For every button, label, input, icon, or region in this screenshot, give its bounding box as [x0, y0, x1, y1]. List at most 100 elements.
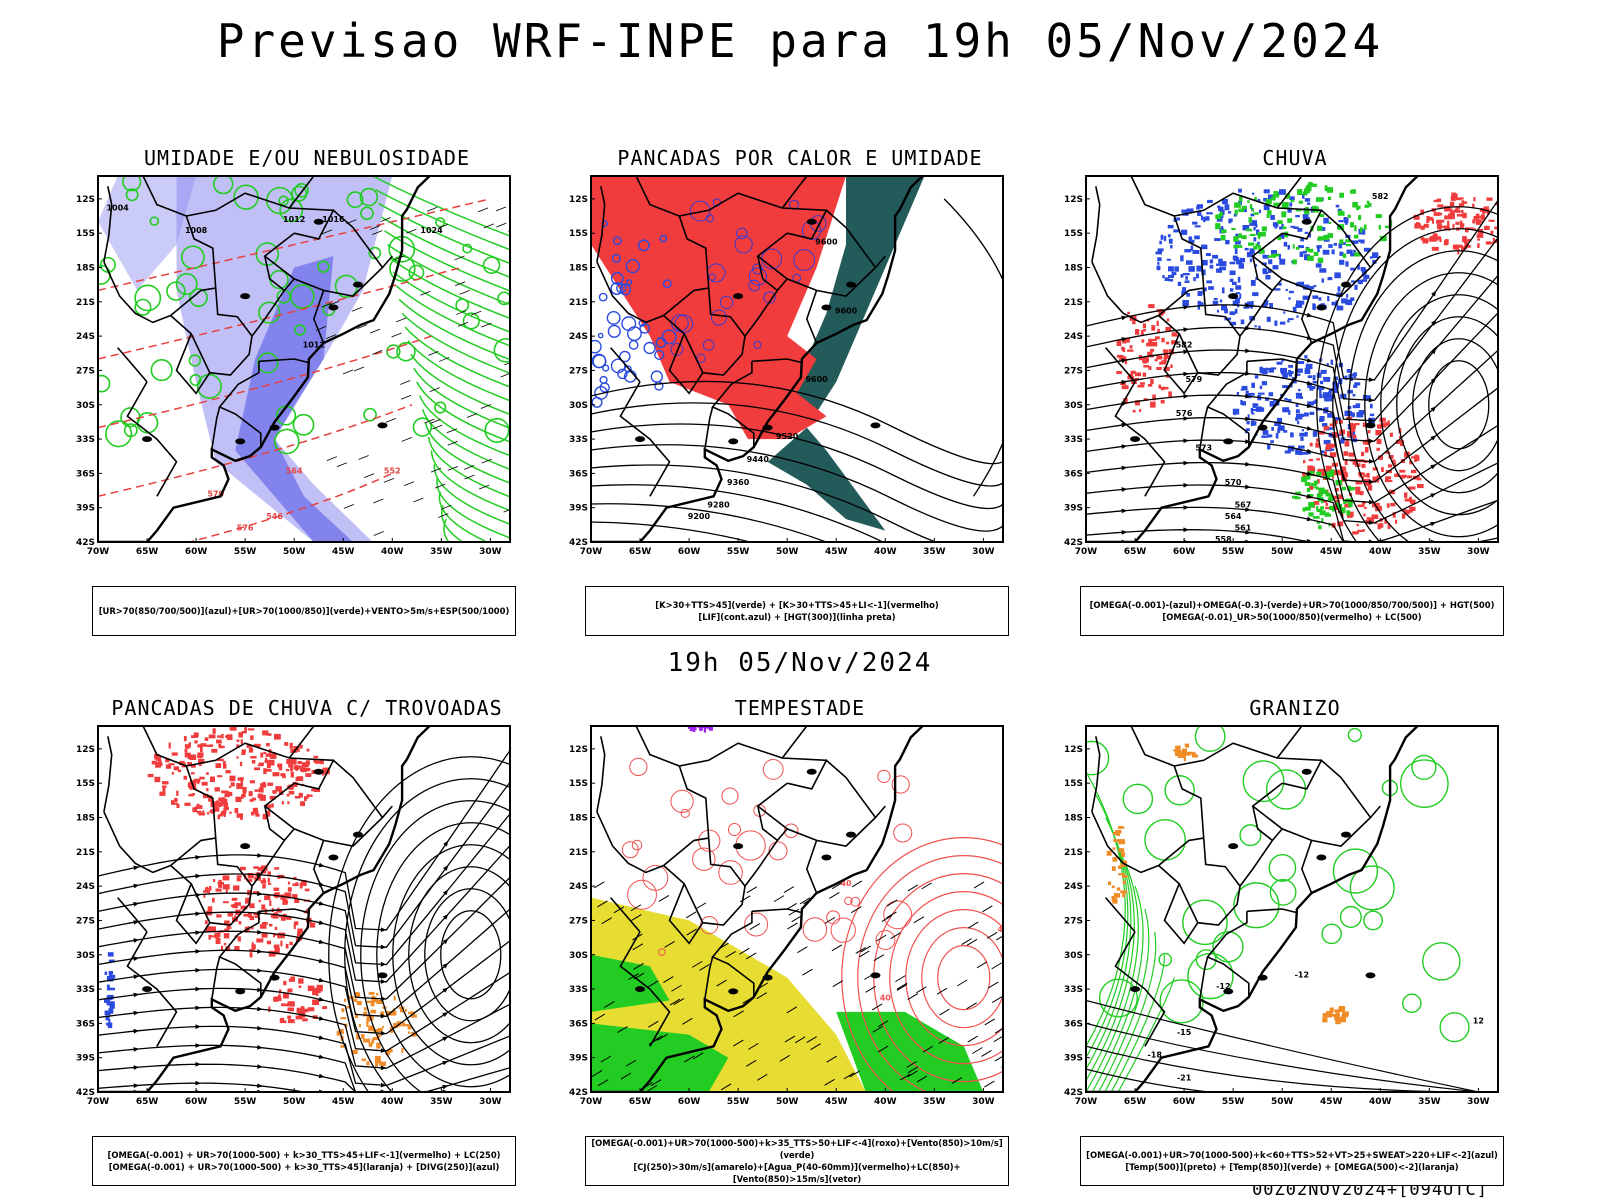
rain-blue-cell: [1316, 245, 1322, 249]
streamline: [1086, 387, 1498, 483]
stream-arrow: [1121, 508, 1128, 514]
rain-red-cell: [1413, 477, 1417, 480]
rain-red-cell: [218, 814, 223, 817]
lon-tick-label: 40W: [381, 1097, 404, 1107]
stream-arrow: [1430, 521, 1437, 527]
state-border: [1114, 931, 1166, 1047]
stream-arrow: [195, 986, 201, 992]
rain-green-cell: [1292, 244, 1295, 249]
rain-green-cell: [1221, 229, 1227, 234]
rain-red-cell: [1143, 365, 1149, 368]
lat-tick-label: 36S: [76, 1019, 95, 1029]
rain-blue-cell: [1304, 254, 1310, 261]
humidity-green-contour: [317, 260, 330, 273]
wind-vector: [794, 1036, 806, 1044]
rain-red-cell: [1477, 216, 1482, 219]
state-border: [175, 333, 211, 395]
rain-blue-cell: [1168, 274, 1174, 279]
rain-blue-cell: [1229, 311, 1236, 316]
rain-red-cell: [266, 940, 272, 945]
rain-red-cell: [1316, 458, 1320, 461]
wind-vector: [745, 1059, 757, 1067]
rain-red-cell: [168, 763, 175, 766]
rain-blue-cell: [1216, 263, 1223, 266]
legend-box: [OMEGA(-0.001) + UR>70(1000-500) + k>30_…: [92, 1136, 516, 1186]
rain-blue-cell: [1297, 281, 1305, 286]
rain-red-cell: [1431, 235, 1439, 240]
lon-tick-label: 70W: [580, 1097, 603, 1107]
state-border: [1158, 838, 1241, 926]
rain-blue-cell: [1289, 196, 1295, 200]
rain-blue-cell: [1206, 212, 1213, 215]
rain-red-cell: [1148, 338, 1153, 345]
rain-red-cell: [262, 813, 268, 820]
rain-blue-cell: [1269, 303, 1273, 309]
rain-red-cell: [292, 781, 298, 787]
rain-blue-cell: [1300, 414, 1305, 417]
rain-red-cell: [207, 906, 213, 913]
rain-red-cell: [1142, 357, 1149, 363]
rain-red-cell: [304, 796, 308, 801]
precipitable-water-contour: [783, 823, 799, 839]
rain-red-cell: [1367, 430, 1371, 434]
rain-green-cell: [1307, 255, 1314, 261]
stream-arrow: [442, 889, 449, 896]
rain-red-cell: [278, 915, 284, 918]
rain-red-cell: [275, 786, 282, 792]
rain-green-cell: [1360, 227, 1363, 233]
map-granizo: -12-15-18-2112-1212S15S18S21S24S27S30S33…: [1064, 725, 1499, 1107]
rain-red-cell: [262, 730, 269, 736]
wind-vector: [464, 474, 475, 480]
rain-blue-cell: [1292, 306, 1297, 313]
orange-cell: [366, 1061, 370, 1066]
state-border: [1174, 742, 1322, 767]
rain-red-cell: [1150, 342, 1158, 347]
rain-red-cell: [1502, 220, 1505, 223]
rain-red-cell: [1329, 493, 1332, 496]
lif-contour: [654, 381, 664, 391]
rain-red-cell: [251, 942, 254, 946]
wind-vector: [466, 413, 478, 418]
rain-blue-cell: [1295, 392, 1302, 399]
contour-label: 9440: [747, 455, 770, 464]
rain-blue-cell: [1192, 249, 1200, 254]
temp850-contour: [1159, 979, 1204, 1024]
divergence-cell: [108, 1008, 114, 1014]
rain-blue-cell: [1297, 361, 1305, 364]
rain-red-cell: [322, 1006, 328, 1010]
wind-vector: [916, 1075, 928, 1083]
rain-red-cell: [297, 932, 302, 937]
rain-red-cell: [1357, 529, 1364, 532]
rain-blue-cell: [1328, 394, 1334, 399]
lon-tick-label: 45W: [332, 1097, 355, 1107]
rain-blue-cell: [1289, 290, 1294, 294]
rain-green-cell: [1342, 253, 1347, 258]
contour-label: 9200: [688, 512, 711, 521]
stream-arrow: [257, 929, 263, 935]
lif-contour: [753, 340, 762, 349]
rain-red-cell: [250, 811, 255, 816]
orange-cell: [410, 1014, 417, 1018]
rain-blue-cell: [1244, 206, 1247, 213]
wind-vector: [597, 900, 608, 908]
rain-blue-cell: [1283, 241, 1288, 247]
rain-red-cell: [264, 760, 271, 764]
rain-red-cell: [1413, 214, 1420, 220]
rain-red-cell: [1171, 332, 1178, 337]
state-border: [609, 897, 641, 933]
wind-vector: [982, 905, 993, 913]
rain-red-cell: [1505, 233, 1508, 236]
rain-blue-cell: [1197, 300, 1201, 306]
wind-vector: [343, 504, 355, 509]
rain-red-cell: [211, 748, 218, 753]
state-border: [596, 186, 606, 262]
rain-red-cell: [285, 943, 289, 949]
rain-red-cell: [302, 762, 309, 768]
lat-tick-label: 15S: [76, 779, 95, 789]
rain-blue-cell: [1285, 289, 1288, 291]
rain-blue-cell: [1341, 298, 1348, 304]
rain-green-cell: [1277, 236, 1282, 241]
rain-red-cell: [191, 793, 196, 796]
rain-red-cell: [206, 772, 209, 775]
lat-tick-label: 12S: [1064, 195, 1083, 205]
